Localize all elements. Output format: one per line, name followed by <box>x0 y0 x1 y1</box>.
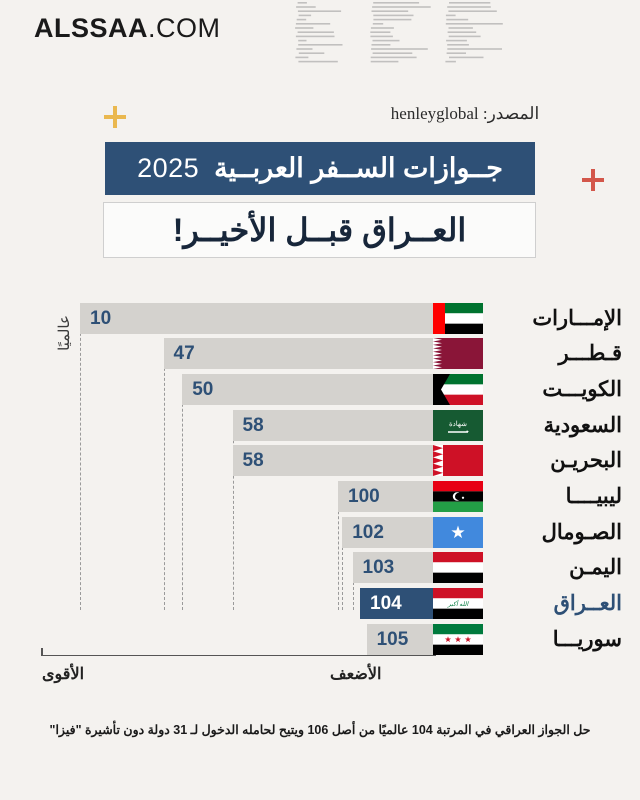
svg-text:الله أكبر: الله أكبر <box>447 599 470 608</box>
svg-text:شهادة: شهادة <box>449 420 467 428</box>
